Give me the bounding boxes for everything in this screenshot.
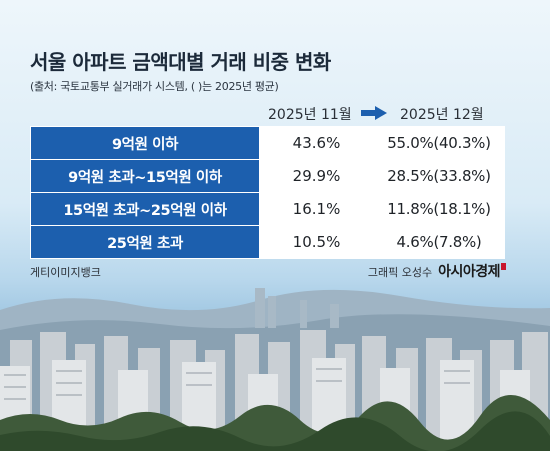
graphic-byline: 그래픽 오성수: [367, 266, 433, 279]
row-label: 15억원 초과~25억원 이하: [30, 192, 260, 226]
november-share: 29.9%: [259, 159, 374, 193]
brand-name: 아시아경제: [438, 264, 500, 280]
table-row: 9억원 초과~15억원 이하 29.9% 28.5%(33.8%): [30, 159, 505, 193]
december-share: 4.6%(7.8%): [373, 225, 505, 259]
table-row: 15억원 초과~25억원 이하 16.1% 11.8%(18.1%): [30, 192, 505, 226]
november-share: 43.6%: [259, 126, 374, 160]
row-label: 9억원 초과~15억원 이하: [30, 159, 260, 193]
column-header-december: 2025년 12월: [400, 107, 484, 123]
row-label: 25억원 초과: [30, 225, 260, 259]
table-row: 25억원 초과 10.5% 4.6%(7.8%): [30, 225, 505, 259]
december-share: 55.0%(40.3%): [373, 126, 505, 160]
arrow-right-icon: [361, 106, 387, 120]
december-share: 11.8%(18.1%): [373, 192, 505, 226]
graphic-credit: 그래픽 오성수 아시아경제: [368, 261, 506, 281]
december-share: 28.5%(33.8%): [373, 159, 505, 193]
november-share: 10.5%: [259, 225, 374, 259]
column-header-november: 2025년 11월: [268, 107, 352, 123]
row-label: 9억원 이하: [30, 126, 260, 160]
source-note: (출처: 국토교통부 실거래가 시스템, ( )는 2025년 평균): [30, 80, 279, 93]
city-skyline-photo: [0, 288, 550, 451]
brand-logo: 아시아경제: [438, 261, 506, 281]
photo-credit: 게티이미지뱅크: [30, 266, 101, 279]
table-row: 9억원 이하 43.6% 55.0%(40.3%): [30, 126, 505, 160]
price-range-share-table: 9억원 이하 43.6% 55.0%(40.3%) 9억원 초과~15억원 이하…: [30, 126, 505, 259]
november-share: 16.1%: [259, 192, 374, 226]
brand-mark-icon: [501, 263, 506, 270]
page-title: 서울 아파트 금액대별 거래 비중 변화: [30, 50, 331, 74]
